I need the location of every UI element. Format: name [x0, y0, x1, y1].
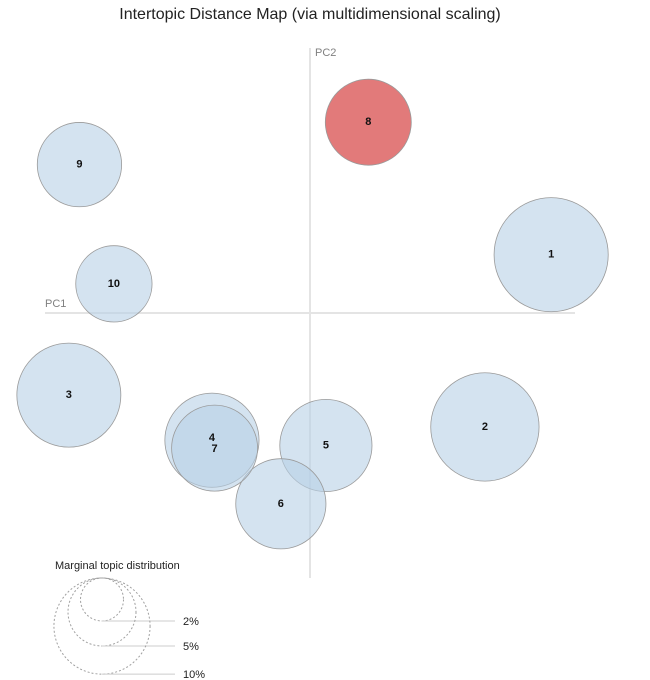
- legend-label-5pct: 5%: [183, 641, 199, 653]
- topic-label-8[interactable]: 8: [365, 116, 371, 128]
- topic-bubble-1[interactable]: [493, 197, 609, 313]
- topic-label-1[interactable]: 1: [548, 249, 554, 261]
- topic-label-4[interactable]: 4: [209, 432, 216, 444]
- legend-circle-5pct: [67, 577, 137, 647]
- topic-bubble-9[interactable]: [36, 122, 123, 208]
- topic-bubbles: [16, 78, 609, 550]
- topic-bubble-6[interactable]: [235, 458, 327, 550]
- topic-bubble-3[interactable]: [16, 342, 122, 448]
- topic-label-5[interactable]: 5: [323, 440, 329, 452]
- topic-bubble-7[interactable]: [171, 404, 258, 492]
- legend-title: Marginal topic distribution: [55, 560, 180, 572]
- topic-labels: 1 2 3 4 5 6 7 8 9 10: [66, 116, 554, 510]
- pc2-axis-label: PC2: [315, 47, 336, 59]
- topic-label-3[interactable]: 3: [66, 389, 72, 401]
- legend-items: 2% 5% 10%: [53, 577, 205, 680]
- topic-label-10[interactable]: 10: [108, 278, 120, 290]
- legend-circle-2pct: [80, 577, 124, 622]
- topic-bubble-2[interactable]: [430, 372, 540, 482]
- marginal-distribution-legend: Marginal topic distribution 2% 5% 10%: [53, 560, 205, 680]
- legend-label-2pct: 2%: [183, 616, 199, 628]
- chart-title: Intertopic Distance Map (via multidimens…: [119, 6, 501, 23]
- topic-bubble-10[interactable]: [75, 245, 153, 323]
- topic-label-9[interactable]: 9: [76, 159, 82, 171]
- topic-label-6[interactable]: 6: [278, 498, 284, 510]
- topic-label-7[interactable]: 7: [212, 443, 218, 455]
- topic-label-2[interactable]: 2: [482, 421, 488, 433]
- legend-circle-10pct: [53, 577, 151, 675]
- legend-label-10pct: 10%: [183, 669, 205, 680]
- pc1-axis-label: PC1: [45, 298, 66, 310]
- topic-bubble-8[interactable]: [324, 78, 412, 166]
